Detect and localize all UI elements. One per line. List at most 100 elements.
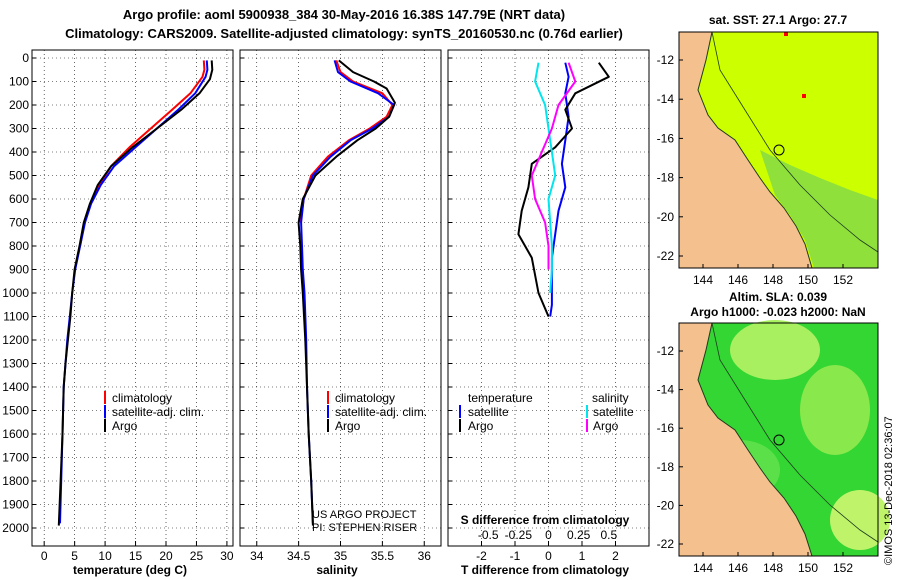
- legend-satellite-label: satellite-adj. clim.: [112, 405, 204, 419]
- temperature-panel: 0100200300400500600700800900100011001200…: [2, 49, 234, 577]
- sla-map-frame: [678, 322, 879, 557]
- credit-line-2: PI: STEPHEN RISER: [312, 522, 417, 534]
- lon-label: 144: [693, 273, 713, 287]
- sst-map-lon-labels: 144 146 148 150 152: [693, 264, 853, 287]
- lon-label: 144: [693, 561, 713, 575]
- lat-label: -12: [657, 344, 675, 358]
- depth-tick-label: 200: [9, 98, 29, 112]
- lon-label: 150: [798, 561, 818, 575]
- x-tick-label: 0: [41, 549, 48, 563]
- legend-satellite-label: satellite-adj. clim.: [335, 405, 427, 419]
- lon-label: 146: [728, 273, 748, 287]
- depth-tick-label: 500: [9, 169, 29, 183]
- sst-map-land: [678, 31, 813, 269]
- lon-label: 152: [833, 561, 853, 575]
- lon-label: 148: [763, 273, 783, 287]
- depth-tick-label: 1900: [2, 498, 29, 512]
- depth-tick-label: 100: [9, 75, 29, 89]
- salinity-series: [297, 59, 396, 526]
- lon-label: 148: [763, 561, 783, 575]
- x-tick-label: 35.5: [371, 549, 395, 563]
- temperature-frame: [31, 49, 234, 547]
- legend-s-satellite-label: satellite: [593, 405, 634, 419]
- series-line: [57, 60, 214, 526]
- depth-tick-labels: 0 100 200 300 400 500 600 700 800 900 1000 1100 1200…: [2, 51, 29, 535]
- series-line: [534, 62, 557, 294]
- difference-legend: temperature satellite Argo salinity sate…: [459, 391, 634, 433]
- sla-map-title-1: Altim. SLA: 0.039: [729, 290, 827, 304]
- x-top-tick-label: -0.5: [478, 528, 499, 542]
- difference-panel: -2 -1 0 1 2 -0.5 -0.25 0 0.25 0.5 T difference f…: [447, 49, 650, 577]
- x-tick-label: 25: [190, 549, 204, 563]
- depth-tick-label: 1300: [2, 357, 29, 371]
- salinity-panel: 34 34.5 35 35.5 36 salinity climatology sate…: [239, 49, 442, 577]
- legend-argo-label: Argo: [112, 419, 138, 433]
- legend-climatology-label: climatology: [112, 391, 172, 405]
- depth-tick-label: 1200: [2, 333, 29, 347]
- legend-temperature-header: temperature: [468, 391, 533, 405]
- depth-tick-label: 1000: [2, 286, 29, 300]
- x-top-tick-label: -0.25: [505, 528, 533, 542]
- lat-label: -22: [657, 249, 675, 263]
- legend-s-argo-label: Argo: [593, 419, 619, 433]
- x-tick-label: 34: [250, 549, 264, 563]
- sla-map-high-patch: [730, 320, 820, 380]
- depth-tick-label: 600: [9, 192, 29, 206]
- lon-label: 146: [728, 561, 748, 575]
- salinity-tick-labels: 34 34.5 35 35.5 36: [250, 549, 431, 563]
- sst-hot-pixel: [784, 32, 788, 36]
- salinity-grid: [240, 50, 441, 546]
- series-line: [530, 62, 577, 270]
- x-tick-label: 1: [579, 549, 586, 563]
- series-line: [517, 62, 610, 317]
- lat-label: -22: [657, 537, 675, 551]
- depth-tick-label: 1100: [3, 310, 29, 324]
- sst-map: sat. SST: 27.1 Argo: 27.7 -12 -14 -16 -18 -2…: [657, 13, 879, 287]
- depth-tick-label: 300: [9, 122, 29, 136]
- depth-tick-label: 2000: [2, 521, 29, 535]
- depth-tick-label: 1800: [2, 474, 29, 488]
- sla-map-lon-labels: 144 146 148 150 152: [693, 552, 853, 575]
- difference-xlabel-top: S difference from climatology: [461, 513, 630, 527]
- x-tick-label: -1: [510, 549, 521, 563]
- sla-map-lat-labels: -12 -14 -16 -18 -20 -22: [657, 344, 683, 551]
- temperature-series: [57, 60, 214, 526]
- temperature-legend: climatology satellite-adj. clim. Argo: [104, 391, 204, 433]
- salinity-legend: climatology satellite-adj. clim. Argo: [327, 391, 427, 433]
- legend-climatology-label: climatology: [335, 391, 395, 405]
- sla-map-land: [678, 322, 813, 557]
- difference-xlabel: T difference from climatology: [461, 563, 629, 577]
- legend-argo-label: Argo: [335, 419, 361, 433]
- x-tick-label: 36: [418, 549, 432, 563]
- series-line: [297, 59, 396, 526]
- x-tick-label: 35: [334, 549, 348, 563]
- credit-line-1: US ARGO PROJECT: [312, 509, 417, 521]
- x-tick-label: -2: [476, 549, 487, 563]
- sla-map-title-2: Argo h1000: -0.023 h2000: NaN: [690, 305, 865, 319]
- depth-tick-label: 400: [9, 145, 29, 159]
- sla-map-reef-contour: [711, 322, 879, 543]
- depth-tick-label: 0: [22, 51, 29, 65]
- imos-stamp: ©IMOS 13-Dec-2018 02:36:07: [883, 416, 895, 565]
- salinity-difference-tick-labels: -0.5 -0.25 0 0.25 0.5: [478, 528, 618, 542]
- depth-tick-label: 1400: [2, 380, 29, 394]
- series-line: [299, 60, 394, 223]
- lat-label: -20: [657, 498, 675, 512]
- legend-t-argo-label: Argo: [468, 419, 494, 433]
- lat-label: -18: [657, 171, 675, 185]
- temperature-xlabel: temperature (deg C): [73, 563, 187, 577]
- sst-map-frame: [678, 31, 879, 269]
- depth-tick-label: 800: [9, 239, 29, 253]
- lat-label: -14: [657, 383, 675, 397]
- depth-tick-label: 1500: [2, 404, 29, 418]
- argo-location-marker: [773, 434, 785, 446]
- lat-label: -20: [657, 210, 675, 224]
- title-line-2: Climatology: CARS2009. Satellite-adjuste…: [65, 26, 623, 41]
- sst-map-lat-labels: -12 -14 -16 -18 -20 -22: [657, 53, 683, 263]
- lat-label: -18: [657, 460, 675, 474]
- x-tick-label: 2: [612, 549, 619, 563]
- temperature-grid: [32, 50, 233, 546]
- salinity-xlabel: salinity: [316, 563, 358, 577]
- difference-tick-labels: -2 -1 0 1 2: [476, 549, 619, 563]
